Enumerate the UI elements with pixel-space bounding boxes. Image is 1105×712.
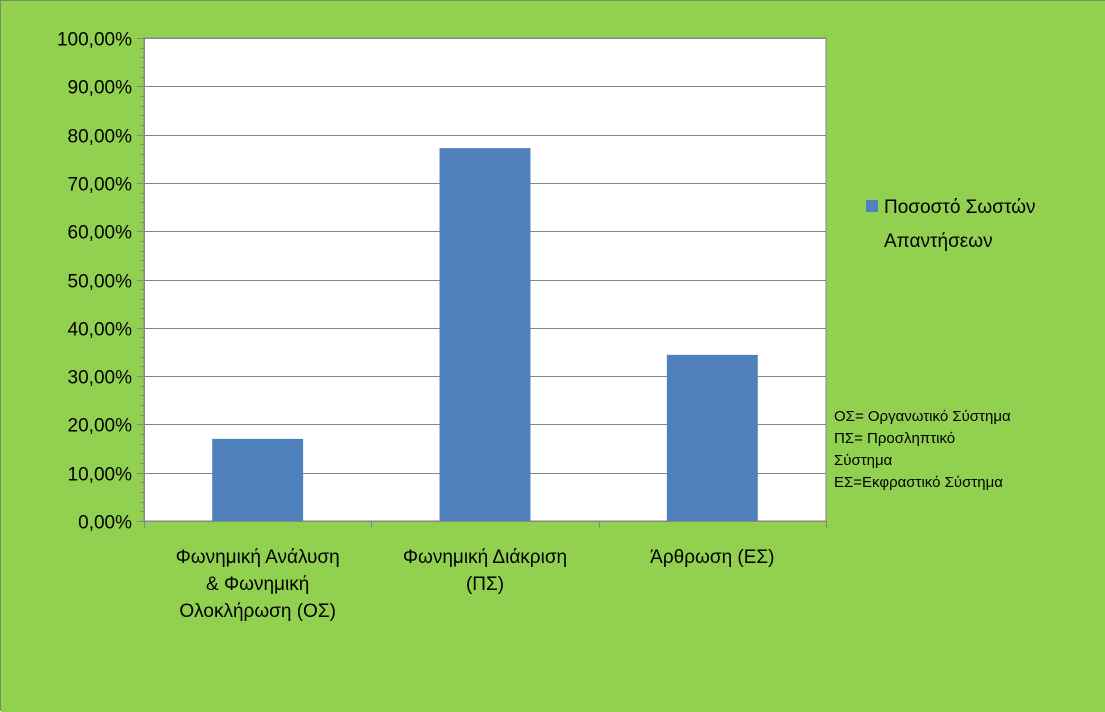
x-category-label: & Φωνημική	[206, 574, 309, 595]
x-category-label: (ΠΣ)	[466, 574, 504, 595]
x-category-label: Φωνημική Ανάλυση	[176, 547, 340, 568]
y-tick-label: 30,00%	[68, 368, 133, 389]
abbreviation-note: ΠΣ= Προσληπτικό	[834, 430, 955, 447]
y-tick-label: 50,00%	[68, 272, 133, 293]
x-category-label: Άρθρωση (ΕΣ)	[650, 547, 774, 568]
abbreviation-note: ΕΣ=Εκφραστικό Σύστημα	[834, 474, 1003, 491]
y-tick-label: 0,00%	[78, 513, 132, 534]
abbreviation-note: ΟΣ= Οργανωτικό Σύστημα	[834, 408, 1011, 425]
legend-label: Απαντήσεων	[884, 231, 993, 252]
legend-swatch	[866, 200, 878, 212]
bar	[212, 439, 303, 521]
y-tick-label: 70,00%	[68, 175, 133, 196]
y-tick-label: 20,00%	[68, 416, 133, 437]
y-tick-label: 90,00%	[68, 78, 133, 99]
y-tick-label: 10,00%	[68, 465, 133, 486]
y-tick-label: 80,00%	[68, 127, 133, 148]
bar	[440, 148, 531, 521]
x-category-label: Φωνημική Διάκριση	[403, 547, 567, 568]
y-tick-label: 60,00%	[68, 223, 133, 244]
legend-label: Ποσοστό Σωστών	[884, 197, 1036, 218]
y-tick-label: 40,00%	[68, 320, 133, 341]
x-category-label: Ολοκλήρωση (ΟΣ)	[179, 601, 336, 622]
abbreviation-note: Σύστημα	[834, 452, 893, 469]
bar	[667, 355, 758, 521]
y-tick-label: 100,00%	[57, 30, 132, 51]
